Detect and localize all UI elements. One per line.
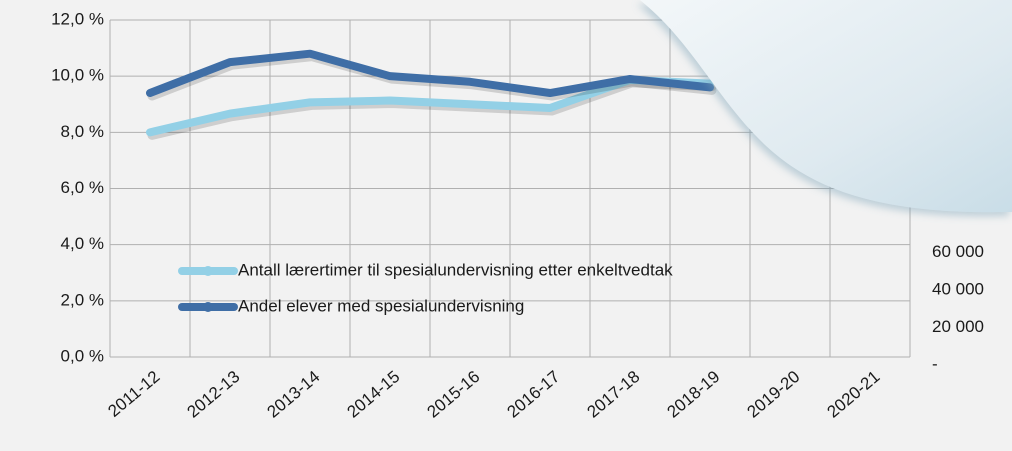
- y2-tick-label: -: [932, 354, 938, 373]
- legend-label: Antall lærertimer til spesialundervisnin…: [238, 260, 673, 279]
- x-tick-label: 2017-18: [583, 367, 643, 422]
- y-tick-label: 0,0 %: [61, 346, 104, 365]
- x-tick-label: 2016-17: [503, 367, 563, 422]
- x-tick-label: 2019-20: [743, 367, 803, 422]
- y-tick-label: 4,0 %: [61, 234, 104, 253]
- y2-tick-label: 20 000: [932, 317, 984, 336]
- legend-marker: [203, 302, 213, 312]
- y-tick-label: 8,0 %: [61, 122, 104, 141]
- y2-tick-label: 60 000: [932, 242, 984, 261]
- y-tick-label: 6,0 %: [61, 178, 104, 197]
- legend-label: Andel elever med spesialundervisning: [238, 296, 524, 315]
- x-tick-label: 2013-14: [263, 367, 323, 422]
- legend-marker: [203, 266, 213, 276]
- page: {"chart_data": {"type": "line", "categor…: [0, 0, 1012, 451]
- y2-tick-label: 40 000: [932, 280, 984, 299]
- chart: 0,0 % 2,0 % 4,0 % 6,0 % 8,0 % 10,0 % 12,0 % - 20…: [0, 0, 1012, 451]
- y-tick-label: 12,0 %: [51, 9, 104, 28]
- x-tick-label: 2014-15: [343, 367, 403, 422]
- x-tick-label: 2012-13: [183, 367, 243, 422]
- y-tick-label: 10,0 %: [51, 66, 104, 85]
- x-tick-label: 2011-12: [104, 367, 163, 421]
- x-tick-label: 2018-19: [663, 367, 723, 422]
- x-tick-label: 2015-16: [423, 367, 483, 422]
- y-tick-label: 2,0 %: [61, 290, 104, 309]
- x-tick-label: 2020-21: [823, 367, 883, 422]
